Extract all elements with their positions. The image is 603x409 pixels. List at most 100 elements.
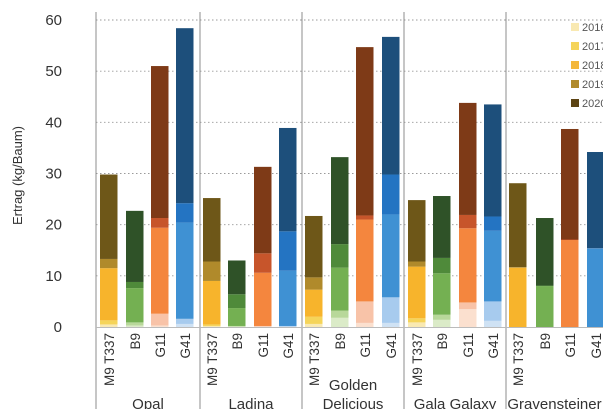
bar-segment — [356, 322, 374, 327]
bar-segment — [126, 325, 144, 327]
legend-swatch — [571, 80, 579, 88]
rootstock-label: M9 T337 — [102, 333, 117, 386]
bar-segment — [203, 324, 221, 326]
bars — [100, 28, 603, 327]
rootstock-label: G41 — [178, 333, 193, 359]
y-tick-label: 20 — [45, 217, 62, 234]
rootstock-label: M9 T337 — [410, 333, 425, 386]
bar-segment — [331, 317, 349, 327]
bar-segment — [459, 228, 477, 303]
legend-label: 2018 — [582, 60, 603, 72]
bar-segment — [176, 318, 194, 324]
bar-segment — [408, 200, 426, 262]
bar-segment — [536, 285, 554, 287]
bar-segment — [126, 288, 144, 323]
legend-label: 2019 — [582, 79, 603, 91]
bar-segment — [459, 214, 477, 229]
bar-segment — [331, 157, 349, 245]
bar-segment — [587, 248, 603, 249]
cultivar-label: Golden — [329, 377, 377, 394]
category-labels: M9 T337 B9 G11 G41 Opal M9 T337 B9 G11 G41 Ladina… — [102, 333, 603, 409]
bar-segment — [254, 166, 272, 254]
bar-segment — [331, 244, 349, 268]
bar-segment — [382, 214, 400, 298]
bar-segment — [587, 248, 603, 327]
bar-segment — [305, 316, 323, 324]
bar-segment — [587, 152, 603, 249]
bar-segment — [459, 102, 477, 215]
bar-segment — [356, 215, 374, 220]
bar-segment — [100, 268, 118, 321]
bar-segment — [279, 270, 297, 326]
rootstock-label: B9 — [230, 333, 245, 350]
bar-segment — [356, 219, 374, 302]
bar-segment — [254, 325, 272, 327]
cultivar-label: Opal — [132, 396, 164, 409]
bar-segment — [509, 267, 527, 268]
bar-segment — [305, 323, 323, 327]
bar-segment — [100, 324, 118, 327]
rootstock-label: G41 — [486, 333, 501, 359]
bar-segment — [382, 36, 400, 175]
bar-segment — [484, 104, 502, 217]
bar-segment — [433, 196, 451, 258]
bar-segment — [151, 66, 169, 219]
bar-segment — [228, 326, 246, 327]
bar-segment — [279, 325, 297, 327]
bar-segment — [203, 280, 221, 325]
bar-segment — [254, 253, 272, 273]
bar-segment — [356, 301, 374, 323]
legend-label: 2020 — [582, 98, 603, 110]
bar-segment — [561, 239, 579, 241]
bar-segment — [176, 203, 194, 223]
bar-segment — [484, 301, 502, 321]
legend-swatch — [571, 99, 579, 107]
y-tick-label: 60 — [45, 12, 62, 29]
bar-segment — [509, 267, 527, 327]
bar-segment — [305, 277, 323, 290]
rootstock-label: B9 — [538, 333, 553, 350]
legend-swatch — [571, 42, 579, 50]
bar-segment — [484, 216, 502, 231]
bar-segment — [279, 231, 297, 271]
bar-segment — [484, 320, 502, 327]
bar-segment — [459, 309, 477, 327]
bar-segment — [305, 215, 323, 278]
bar-segment — [228, 294, 246, 309]
rootstock-label: G11 — [563, 333, 578, 358]
bar-segment — [126, 281, 144, 289]
legend-swatch — [571, 61, 579, 69]
bar-segment — [176, 28, 194, 204]
rootstock-label: M9 T337 — [205, 333, 220, 386]
bar-segment — [228, 260, 246, 295]
bar-segment — [331, 310, 349, 318]
axes: 0 10 20 30 40 50 60 Ertrag (kg/Baum) — [10, 12, 603, 409]
rootstock-label: G41 — [384, 333, 399, 359]
bar-segment — [331, 267, 349, 311]
y-axis-title: Ertrag (kg/Baum) — [10, 126, 25, 225]
y-tick-label: 30 — [45, 166, 62, 183]
bar-segment — [408, 266, 426, 319]
legend-label: 2017 — [582, 41, 603, 53]
rootstock-label: M9 T337 — [307, 333, 322, 386]
cultivar-label: Delicious — [323, 396, 384, 409]
rootstock-label: G11 — [461, 333, 476, 358]
bar-segment — [536, 218, 554, 286]
bar-segment — [176, 222, 194, 319]
bar-segment — [408, 322, 426, 327]
bar-segment — [459, 302, 477, 310]
bar-segment — [382, 174, 400, 215]
bar-segment — [254, 326, 272, 327]
y-tick-label: 40 — [45, 114, 62, 131]
rootstock-label: M9 T337 — [511, 333, 526, 386]
bar-segment — [279, 326, 297, 327]
bar-segment — [151, 325, 169, 327]
bar-segment — [176, 323, 194, 327]
cultivar-label: Gravensteiner — [507, 396, 601, 409]
bar-segment — [126, 322, 144, 326]
bar-segment — [433, 257, 451, 274]
bar-segment — [561, 240, 579, 327]
legend-swatch — [571, 23, 579, 31]
legend: 2016 2017 2018 2019 2020 — [571, 22, 603, 110]
